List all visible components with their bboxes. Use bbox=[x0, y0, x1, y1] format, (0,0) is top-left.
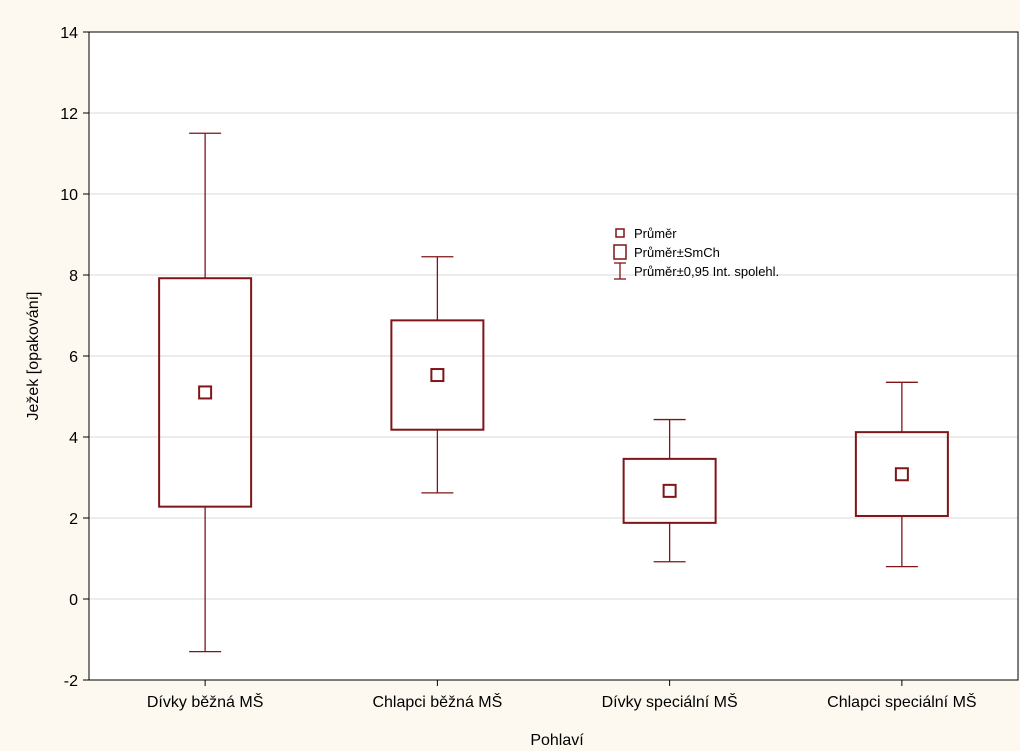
y-tick-label: 0 bbox=[69, 592, 78, 609]
y-axis-title: Ježek [opakování] bbox=[25, 292, 42, 421]
series-marks bbox=[158, 132, 949, 653]
y-tick-label: 8 bbox=[69, 268, 78, 285]
y-tick-label: 6 bbox=[69, 349, 78, 366]
mean-marker bbox=[198, 385, 213, 400]
x-tick-label: Chlapci běžná MŠ bbox=[372, 692, 502, 711]
x-axis-title: Pohlaví bbox=[530, 732, 584, 749]
box-group bbox=[854, 381, 949, 568]
se-box bbox=[158, 277, 253, 508]
x-axis-ticks: Dívky běžná MŠ Chlapci běžná MŠ Dívky spec… bbox=[147, 680, 977, 711]
mean-marker bbox=[894, 467, 909, 482]
mean-marker bbox=[430, 368, 445, 383]
y-tick-label: 4 bbox=[69, 430, 78, 447]
box-group bbox=[622, 418, 717, 563]
y-tick-label: 14 bbox=[60, 25, 78, 42]
box-group bbox=[158, 132, 253, 653]
legend-label: Průměr±0,95 Int. spolehl. bbox=[634, 264, 779, 279]
x-tick-label: Dívky speciální MŠ bbox=[602, 692, 738, 711]
y-tick-label: 12 bbox=[60, 106, 78, 123]
y-axis-ticks: -2 0 2 4 6 8 10 12 14 bbox=[60, 25, 89, 690]
legend-se-icon bbox=[613, 244, 627, 260]
x-tick-label: Chlapci speciální MŠ bbox=[827, 692, 976, 711]
y-tick-label: -2 bbox=[64, 673, 78, 690]
plot-frame bbox=[88, 31, 1019, 681]
mean-marker bbox=[662, 483, 677, 498]
se-box bbox=[390, 319, 485, 431]
legend: Průměr Průměr±SmCh Průměr±0,95 Int. spoleh… bbox=[613, 226, 779, 280]
legend-label: Průměr±SmCh bbox=[634, 245, 720, 260]
legend-mean-icon bbox=[615, 228, 625, 238]
y-tick-label: 2 bbox=[69, 511, 78, 528]
se-box bbox=[622, 457, 717, 524]
y-tick-label: 10 bbox=[60, 187, 78, 204]
grid-lines bbox=[89, 112, 1018, 600]
x-tick-label: Dívky běžná MŠ bbox=[147, 692, 263, 711]
legend-label: Průměr bbox=[634, 226, 677, 241]
se-box bbox=[854, 431, 949, 517]
box-group bbox=[390, 256, 485, 494]
